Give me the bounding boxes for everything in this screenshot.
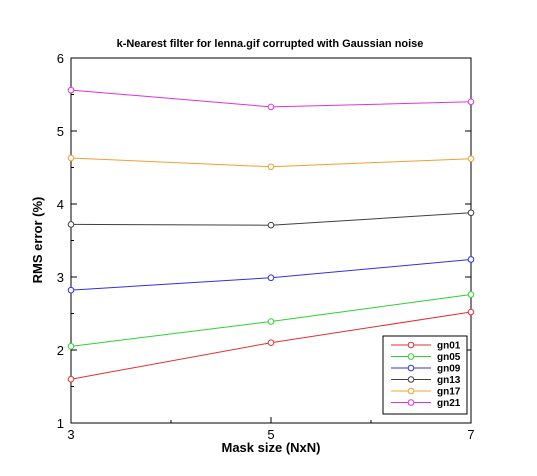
y-tick-label: 1 bbox=[57, 416, 64, 431]
data-point-gn17 bbox=[467, 155, 475, 163]
data-point-gn13 bbox=[67, 221, 75, 228]
y-tick-label: 4 bbox=[57, 197, 64, 212]
data-point-gn09 bbox=[267, 274, 275, 282]
y-tick-label: 3 bbox=[57, 270, 64, 285]
legend-marker-gn01 bbox=[407, 341, 415, 349]
x-axis: 3 5 7 bbox=[67, 417, 475, 442]
data-point-gn21 bbox=[467, 98, 475, 106]
legend-marker-gn05 bbox=[407, 353, 415, 360]
data-point-gn09 bbox=[467, 256, 475, 263]
legend-marker-gn09 bbox=[407, 364, 415, 372]
legend-marker-gn17 bbox=[407, 387, 415, 395]
data-point-gn17 bbox=[67, 154, 75, 162]
data-point-gn01 bbox=[467, 308, 475, 316]
data-point-gn13 bbox=[267, 221, 275, 229]
y-tick-label: 2 bbox=[57, 343, 64, 358]
x-tick-label: 7 bbox=[467, 427, 474, 442]
legend-marker-gn13 bbox=[407, 376, 415, 383]
series-layer bbox=[67, 86, 475, 383]
y-axis-label: RMS error (%) bbox=[30, 197, 45, 284]
y-tick-label: 5 bbox=[57, 124, 64, 139]
data-point-gn21 bbox=[67, 86, 75, 94]
data-point-gn05 bbox=[467, 291, 475, 298]
legend-label-gn21: gn21 bbox=[437, 398, 461, 409]
x-tick-label: 3 bbox=[67, 427, 74, 442]
data-point-gn05 bbox=[267, 318, 275, 325]
legend-label-gn17: gn17 bbox=[437, 387, 461, 398]
legend-label-gn13: gn13 bbox=[437, 375, 461, 386]
data-point-gn01 bbox=[267, 339, 275, 347]
data-point-gn13 bbox=[467, 209, 475, 217]
data-point-gn01 bbox=[67, 375, 75, 383]
data-point-gn21 bbox=[267, 103, 275, 111]
legend-box bbox=[382, 335, 468, 415]
data-point-gn05 bbox=[67, 343, 75, 350]
data-point-gn17 bbox=[267, 163, 275, 171]
x-tick-label: 5 bbox=[267, 427, 274, 442]
legend-label-gn01: gn01 bbox=[437, 341, 461, 352]
legend-label-gn05: gn05 bbox=[437, 352, 461, 363]
legend-marker-gn21 bbox=[407, 399, 415, 406]
y-axis: 1 2 3 4 5 6 bbox=[57, 51, 471, 431]
x-axis-label: Mask size (NxN) bbox=[222, 440, 321, 455]
legend-label-gn09: gn09 bbox=[437, 364, 461, 375]
data-point-gn09 bbox=[67, 286, 75, 294]
chart-title: k-Nearest filter for lenna.gif corrupted… bbox=[117, 38, 424, 50]
y-tick-label: 6 bbox=[57, 51, 64, 66]
